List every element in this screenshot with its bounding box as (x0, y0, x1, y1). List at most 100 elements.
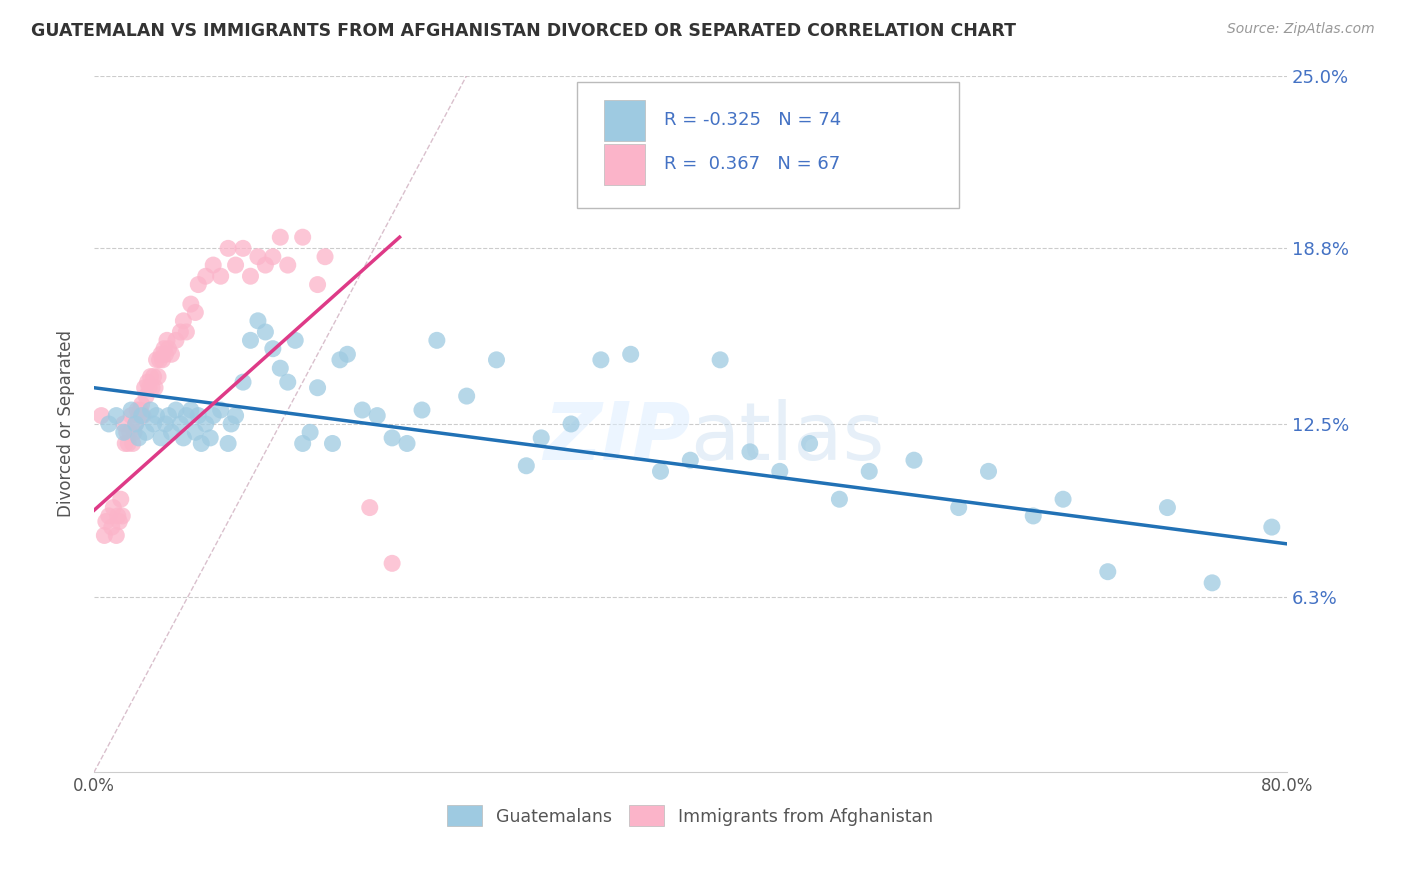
Point (239, 334, 262, 348)
Point (117, 436, 139, 450)
Point (200, 431, 222, 445)
Point (187, 277, 209, 292)
Point (131, 397, 153, 411)
Point (132, 409, 155, 423)
Point (299, 425, 322, 440)
Point (141, 381, 163, 395)
Text: atlas: atlas (690, 399, 884, 477)
Point (142, 369, 165, 384)
Point (187, 409, 209, 423)
Point (145, 409, 167, 423)
Point (1052, 492, 1074, 507)
Point (232, 375, 254, 389)
Point (97, 508, 120, 523)
Point (129, 403, 152, 417)
Point (118, 425, 141, 440)
Point (97, 417, 120, 431)
Point (1201, 575, 1223, 590)
Point (160, 347, 183, 361)
Point (107, 508, 129, 523)
Point (291, 230, 314, 244)
Point (246, 314, 269, 328)
Point (1261, 520, 1284, 534)
Point (160, 425, 183, 440)
Point (232, 241, 254, 255)
Point (202, 258, 225, 272)
Point (110, 492, 132, 507)
Point (157, 342, 180, 356)
Point (122, 425, 145, 440)
Point (269, 361, 291, 376)
Point (135, 389, 157, 403)
Point (165, 403, 187, 417)
Point (262, 250, 284, 264)
Point (172, 314, 194, 328)
Point (620, 347, 643, 361)
Point (127, 403, 149, 417)
Point (799, 436, 821, 450)
Point (146, 369, 169, 384)
Point (246, 250, 269, 264)
Point (90, 409, 112, 423)
Point (155, 417, 177, 431)
Point (903, 453, 925, 467)
Point (156, 334, 179, 348)
Point (307, 277, 329, 292)
Point (277, 375, 299, 389)
Point (112, 425, 135, 440)
Text: GUATEMALAN VS IMMIGRANTS FROM AFGHANISTAN DIVORCED OR SEPARATED CORRELATION CHAR: GUATEMALAN VS IMMIGRANTS FROM AFGHANISTA… (31, 22, 1017, 40)
Point (152, 352, 174, 367)
Point (277, 258, 299, 272)
Point (426, 334, 449, 348)
Point (456, 389, 478, 403)
Point (530, 431, 553, 445)
Y-axis label: Divorced or Separated: Divorced or Separated (58, 330, 75, 517)
Point (108, 515, 131, 529)
Point (165, 334, 187, 348)
Point (217, 241, 239, 255)
Point (679, 453, 702, 467)
Point (135, 425, 157, 440)
Point (112, 417, 135, 431)
Point (176, 409, 198, 423)
Point (169, 325, 191, 339)
Point (1097, 565, 1119, 579)
Point (176, 325, 198, 339)
Point (143, 381, 166, 395)
Point (138, 381, 160, 395)
Point (120, 409, 142, 423)
Point (145, 352, 167, 367)
Point (136, 375, 159, 389)
Point (148, 352, 170, 367)
Point (1156, 500, 1178, 515)
FancyBboxPatch shape (605, 100, 645, 141)
Point (142, 417, 165, 431)
Point (115, 425, 138, 440)
Point (114, 436, 136, 450)
Point (307, 381, 329, 395)
Point (515, 458, 537, 473)
Point (124, 417, 146, 431)
Point (180, 403, 202, 417)
Point (321, 436, 343, 450)
Point (284, 334, 307, 348)
Point (219, 417, 242, 431)
Point (977, 464, 1000, 478)
Point (134, 381, 156, 395)
Point (209, 403, 232, 417)
Point (359, 500, 381, 515)
Point (650, 464, 672, 478)
Text: ZIP: ZIP (543, 399, 690, 477)
Point (769, 464, 792, 478)
Point (190, 436, 212, 450)
Point (828, 492, 851, 507)
Text: R = -0.325   N = 74: R = -0.325 N = 74 (664, 112, 841, 129)
Point (150, 431, 173, 445)
Point (709, 352, 731, 367)
Point (560, 417, 582, 431)
Point (352, 403, 374, 417)
Point (121, 436, 143, 450)
Point (131, 409, 153, 423)
Point (157, 409, 180, 423)
Point (94, 515, 117, 529)
